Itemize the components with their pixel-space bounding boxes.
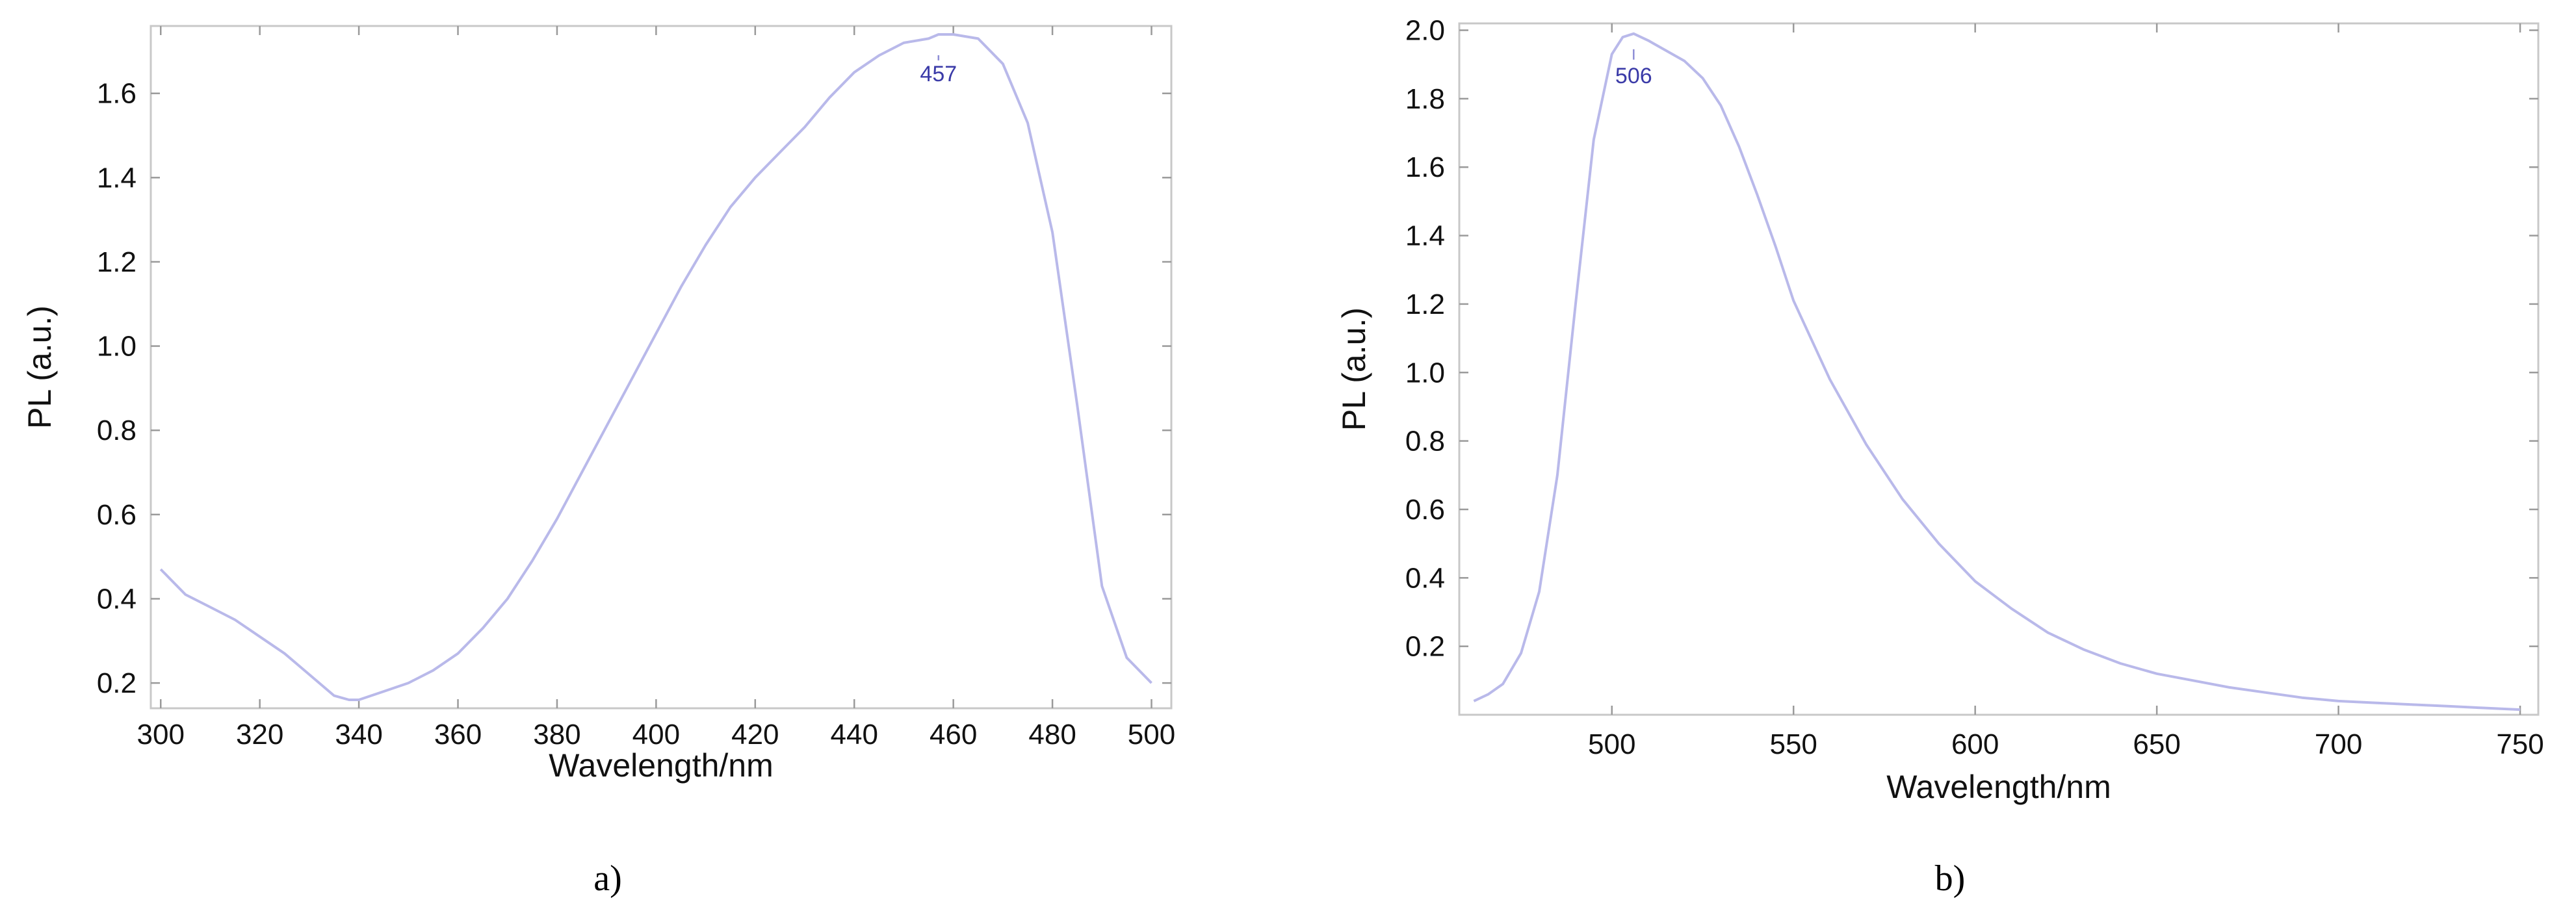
y-tick-label: 1.8 bbox=[1405, 83, 1445, 115]
peak-label: 506 bbox=[1615, 64, 1652, 88]
panel-b-chart: 500 550 600 650 700 750 0.2 0.4 0.6 0.8 1.0 1.2 1.4 1… bbox=[1336, 15, 2544, 899]
x-axis-title: Wavelength/nm bbox=[549, 747, 774, 784]
x-axis-title: Wavelength/nm bbox=[1886, 769, 2111, 805]
panel-caption: b) bbox=[1935, 858, 1966, 899]
panel-a-chart: 300 320 340 360 380 400 420 440 460 480 500 0.2 0.4 0… bbox=[21, 25, 1175, 899]
plot-frame bbox=[150, 25, 1173, 710]
x-tick-label: 460 bbox=[930, 719, 977, 751]
y-tick-label: 1.0 bbox=[97, 331, 137, 363]
pl-spectrum-line bbox=[1473, 32, 2521, 712]
x-tick-label: 750 bbox=[2496, 728, 2543, 760]
y-tick-label: 1.6 bbox=[97, 78, 137, 110]
x-tick-label: 320 bbox=[236, 719, 283, 751]
y-tick-label: 1.2 bbox=[97, 246, 137, 278]
y-tick-label: 1.4 bbox=[97, 162, 137, 194]
y-tick-label: 0.6 bbox=[97, 499, 137, 531]
x-tick-label: 600 bbox=[1951, 728, 1999, 760]
y-tick-label: 2.0 bbox=[1405, 15, 1445, 47]
y-tick-label: 0.8 bbox=[1405, 426, 1445, 457]
x-tick-label: 550 bbox=[1769, 728, 1817, 760]
x-tick-label: 500 bbox=[1128, 719, 1175, 751]
y-tick-label: 1.0 bbox=[1405, 357, 1445, 389]
x-tick-label: 420 bbox=[731, 719, 779, 751]
x-tick-label: 360 bbox=[434, 719, 482, 751]
x-tick-label: 500 bbox=[1588, 728, 1635, 760]
panel-caption: a) bbox=[593, 858, 622, 899]
y-axis-title: PL (a.u.) bbox=[1336, 307, 1372, 431]
y-tick-label: 1.6 bbox=[1405, 151, 1445, 183]
x-tick-label: 480 bbox=[1028, 719, 1076, 751]
y-axis-title: PL (a.u.) bbox=[21, 305, 58, 429]
x-tick-label: 380 bbox=[533, 719, 580, 751]
pl-spectrum-line bbox=[159, 33, 1152, 701]
x-tick-label: 440 bbox=[831, 719, 878, 751]
x-tick-label: 300 bbox=[137, 719, 185, 751]
x-tick-label: 340 bbox=[335, 719, 382, 751]
y-tick-label: 0.6 bbox=[1405, 494, 1445, 526]
peak-label: 457 bbox=[920, 62, 957, 86]
plot-frame bbox=[1458, 22, 2540, 716]
x-tick-label: 700 bbox=[2315, 728, 2362, 760]
y-tick-label: 0.8 bbox=[97, 415, 137, 446]
x-tick-label: 650 bbox=[2133, 728, 2180, 760]
y-tick-label: 1.2 bbox=[1405, 289, 1445, 320]
y-tick-label: 0.4 bbox=[1405, 562, 1445, 594]
x-tick-label: 400 bbox=[632, 719, 680, 751]
y-tick-label: 1.4 bbox=[1405, 220, 1445, 252]
y-tick-label: 0.2 bbox=[97, 667, 137, 699]
y-tick-label: 0.4 bbox=[97, 583, 137, 615]
y-tick-label: 0.2 bbox=[1405, 631, 1445, 663]
